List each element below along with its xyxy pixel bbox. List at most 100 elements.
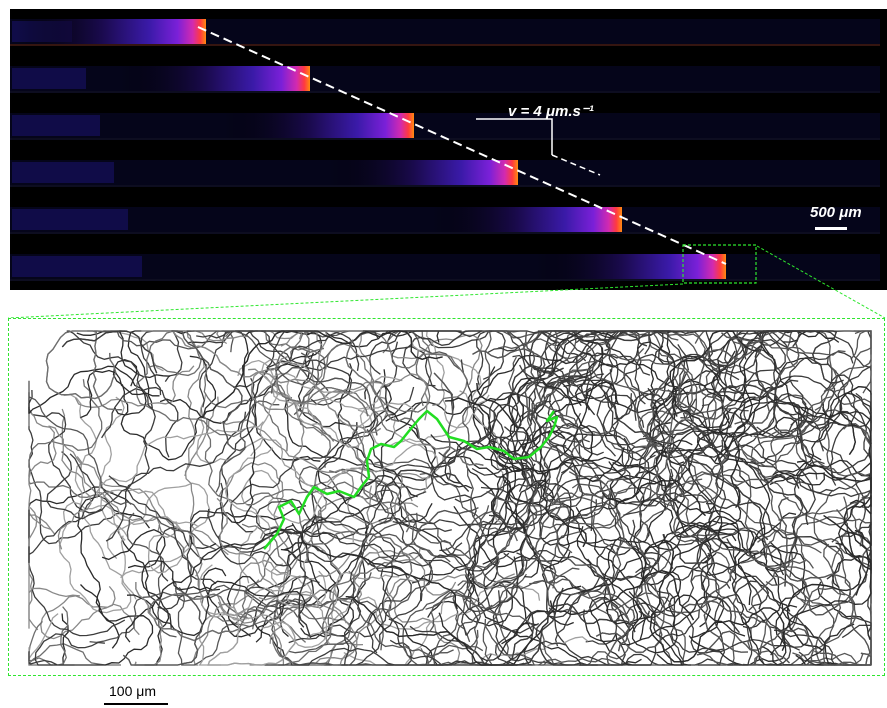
cell-track (576, 330, 670, 378)
cell-track (126, 580, 306, 637)
cell-track (28, 633, 105, 666)
cell-track (652, 364, 764, 436)
trajectory-plot (28, 330, 872, 666)
cell-track (302, 443, 427, 571)
zoom-box (682, 244, 757, 284)
scale-bar (815, 227, 847, 230)
cell-track (329, 458, 435, 491)
cell-track (264, 639, 412, 666)
cell-track (188, 330, 258, 408)
trend-line (197, 26, 727, 265)
cell-track (306, 530, 413, 620)
cell-track (707, 552, 753, 666)
cell-track (635, 472, 744, 537)
cell-track (272, 561, 392, 664)
cell-track (665, 384, 757, 534)
cell-track (100, 489, 193, 538)
cell-track (502, 387, 665, 521)
cell-track (385, 507, 479, 567)
cell-track (669, 330, 760, 508)
cell-track (101, 529, 166, 569)
cell-track (516, 330, 615, 421)
cell-track (439, 404, 545, 552)
cell-track (225, 447, 313, 608)
cell-track (40, 585, 140, 640)
cell-track (735, 330, 824, 378)
cell-track (562, 433, 693, 469)
cell-track (196, 393, 323, 496)
cell-track (688, 604, 798, 666)
cell-track (345, 585, 582, 666)
cell-track (747, 559, 807, 666)
cell-track (419, 472, 483, 556)
cell-track (683, 600, 790, 664)
cell-track (697, 580, 810, 666)
cell-track (814, 543, 864, 666)
cell-track (549, 570, 695, 621)
cell-track (490, 381, 592, 531)
cell-track (248, 330, 353, 406)
frames-group (10, 19, 880, 281)
cell-track (472, 348, 546, 419)
cell-track (538, 499, 601, 592)
cell-track (781, 330, 844, 384)
highlight-track (263, 409, 559, 550)
cell-track (341, 491, 427, 666)
cell-track (640, 502, 722, 619)
cell-track (461, 552, 528, 636)
cell-track (753, 330, 806, 347)
cell-track (76, 456, 203, 577)
cell-track (531, 381, 620, 548)
cell-track (61, 330, 158, 374)
cell-track (48, 425, 92, 550)
cell-track (352, 480, 452, 533)
reservoir-signal (12, 256, 142, 277)
cell-track (411, 510, 539, 580)
cell-track (45, 330, 122, 411)
cell-track (467, 366, 536, 472)
cell-track (28, 365, 147, 416)
velocity-label: v = 4 μm.s⁻¹ (508, 103, 594, 120)
cell-track (639, 375, 672, 540)
cell-track (93, 330, 164, 372)
propagating-band (432, 207, 622, 232)
cell-track (527, 380, 575, 503)
cell-track (649, 330, 675, 439)
cell-track (382, 330, 433, 407)
cell-track (125, 514, 317, 643)
cell-track (472, 341, 676, 420)
cell-track (207, 508, 463, 567)
cell-track (618, 485, 742, 586)
cell-track (560, 330, 686, 390)
cell-track (613, 392, 809, 526)
cell-track (823, 374, 857, 486)
cell-track (778, 496, 871, 666)
cell-track (680, 468, 825, 602)
cell-track (261, 358, 386, 421)
cell-track (244, 586, 358, 666)
cell-track (433, 505, 490, 666)
cell-track (317, 495, 421, 563)
cell-track (345, 339, 484, 466)
cell-track (649, 534, 786, 663)
cell-track (234, 330, 310, 378)
cell-track (494, 543, 674, 666)
cell-track (215, 400, 280, 493)
cell-track (537, 330, 614, 408)
cell-track (710, 350, 820, 404)
cell-track (433, 372, 454, 481)
cell-track (534, 506, 636, 666)
cell-track (535, 603, 636, 666)
cell-track (531, 381, 620, 548)
cell-track (269, 550, 457, 644)
cell-track (270, 367, 379, 436)
cell-track (200, 407, 309, 556)
reservoir-signal (12, 115, 100, 136)
cell-track (177, 586, 265, 666)
cell-track (286, 379, 417, 448)
slope-triangle (476, 118, 553, 155)
cell-track (507, 446, 635, 534)
cell-track (235, 597, 384, 651)
cell-track (297, 469, 470, 639)
cell-track (773, 351, 854, 434)
